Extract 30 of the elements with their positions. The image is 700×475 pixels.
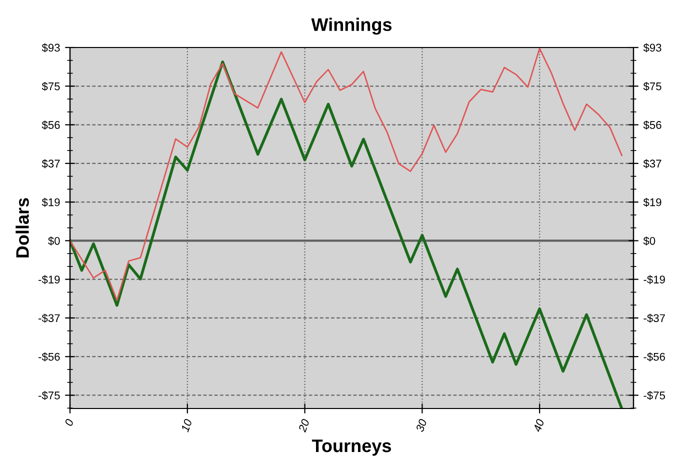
y2-tick-label: $56 xyxy=(643,120,662,130)
x-tick-label: 20 xyxy=(298,418,310,433)
y2-tick-label: -$37 xyxy=(644,314,665,323)
y2-tick-label: $75 xyxy=(643,82,662,91)
y-tick-label: $56 xyxy=(42,120,60,130)
line-series xyxy=(70,48,622,302)
y2-tick-label: $37 xyxy=(643,159,662,168)
y-tick-label: -$19 xyxy=(38,275,60,284)
y2-tick-label: $93 xyxy=(643,43,662,52)
y2-tick-label: -$56 xyxy=(644,352,665,362)
y-tick-label: $75 xyxy=(42,82,60,91)
y-tick-label: $19 xyxy=(42,198,60,207)
y2-tick-label: $19 xyxy=(643,198,662,207)
x-axis-title: Tourneys xyxy=(312,440,391,456)
y-tick-label: -$56 xyxy=(38,352,60,362)
y-tick-label: -$75 xyxy=(38,391,60,400)
y-tick-label: $93 xyxy=(42,43,60,52)
y-axis-title: Dollars xyxy=(16,198,29,258)
x-tick-label: 0 xyxy=(64,418,74,426)
line-series xyxy=(70,60,624,408)
y-tick-label: $37 xyxy=(42,159,60,168)
x-tick-label: 30 xyxy=(416,418,428,432)
y2-tick-label: -$19 xyxy=(644,275,665,284)
x-tick-label: 10 xyxy=(180,418,192,432)
y-tick-label: $0 xyxy=(48,236,60,246)
y2-tick-label: $0 xyxy=(643,236,656,246)
y-tick-label: -$37 xyxy=(38,314,60,323)
y2-tick-label: -$75 xyxy=(644,391,665,400)
x-tick-label: 40 xyxy=(532,418,544,433)
chart-title: Winnings xyxy=(311,18,392,35)
